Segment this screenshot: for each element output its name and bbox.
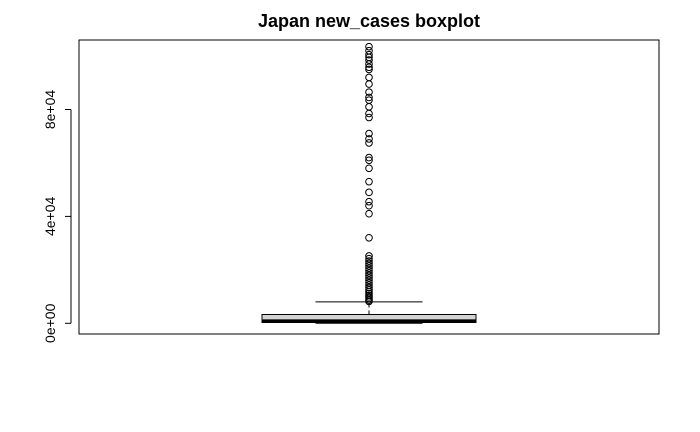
outlier-point <box>365 113 373 122</box>
outlier-point <box>365 264 373 273</box>
outlier-point <box>365 278 373 287</box>
outlier-point <box>365 209 373 218</box>
outlier-point <box>365 188 373 197</box>
outlier-point <box>365 266 373 275</box>
y-axis: 0e+00 4e+04 8e+04 <box>42 90 72 343</box>
outlier-point <box>365 56 373 64</box>
outlier-point <box>365 103 373 111</box>
plot-frame <box>78 39 660 335</box>
outlier-point <box>365 254 373 263</box>
outlier-point <box>365 109 373 118</box>
y-tick-label: 4e+04 <box>42 197 58 237</box>
outlier-point <box>365 156 373 165</box>
outlier-point <box>365 177 373 186</box>
outlier-point <box>365 252 373 260</box>
outlier-point <box>365 46 373 55</box>
chart-title: Japan new_cases boxplot <box>258 11 480 31</box>
outlier-point <box>365 42 373 51</box>
outlier-point <box>365 257 373 265</box>
outlier-point <box>365 50 373 59</box>
y-tick-label: 0e+00 <box>42 303 58 343</box>
outlier-point <box>365 164 373 173</box>
box-iqr <box>261 313 477 324</box>
outlier-point <box>365 269 373 277</box>
outlier-point <box>365 281 373 289</box>
outlier-point <box>365 139 373 147</box>
outlier-point <box>365 197 373 206</box>
outlier-point <box>365 96 373 104</box>
outlier-point <box>365 135 373 143</box>
outlier-points <box>365 42 373 306</box>
outlier-point <box>365 276 373 285</box>
outlier-point <box>365 73 373 82</box>
outlier-point <box>365 262 373 270</box>
outlier-point <box>365 80 373 88</box>
outlier-point <box>365 271 373 280</box>
outlier-point <box>365 129 373 138</box>
outlier-point <box>365 233 373 242</box>
outlier-point <box>365 93 373 102</box>
outlier-point <box>365 283 373 292</box>
outlier-point <box>365 88 373 96</box>
outlier-point <box>365 63 373 72</box>
y-tick-label: 8e+04 <box>42 90 58 130</box>
outlier-point <box>365 201 373 210</box>
outlier-point <box>365 153 373 162</box>
outlier-point <box>365 65 373 74</box>
outlier-point <box>365 274 373 282</box>
outlier-point <box>365 259 373 268</box>
